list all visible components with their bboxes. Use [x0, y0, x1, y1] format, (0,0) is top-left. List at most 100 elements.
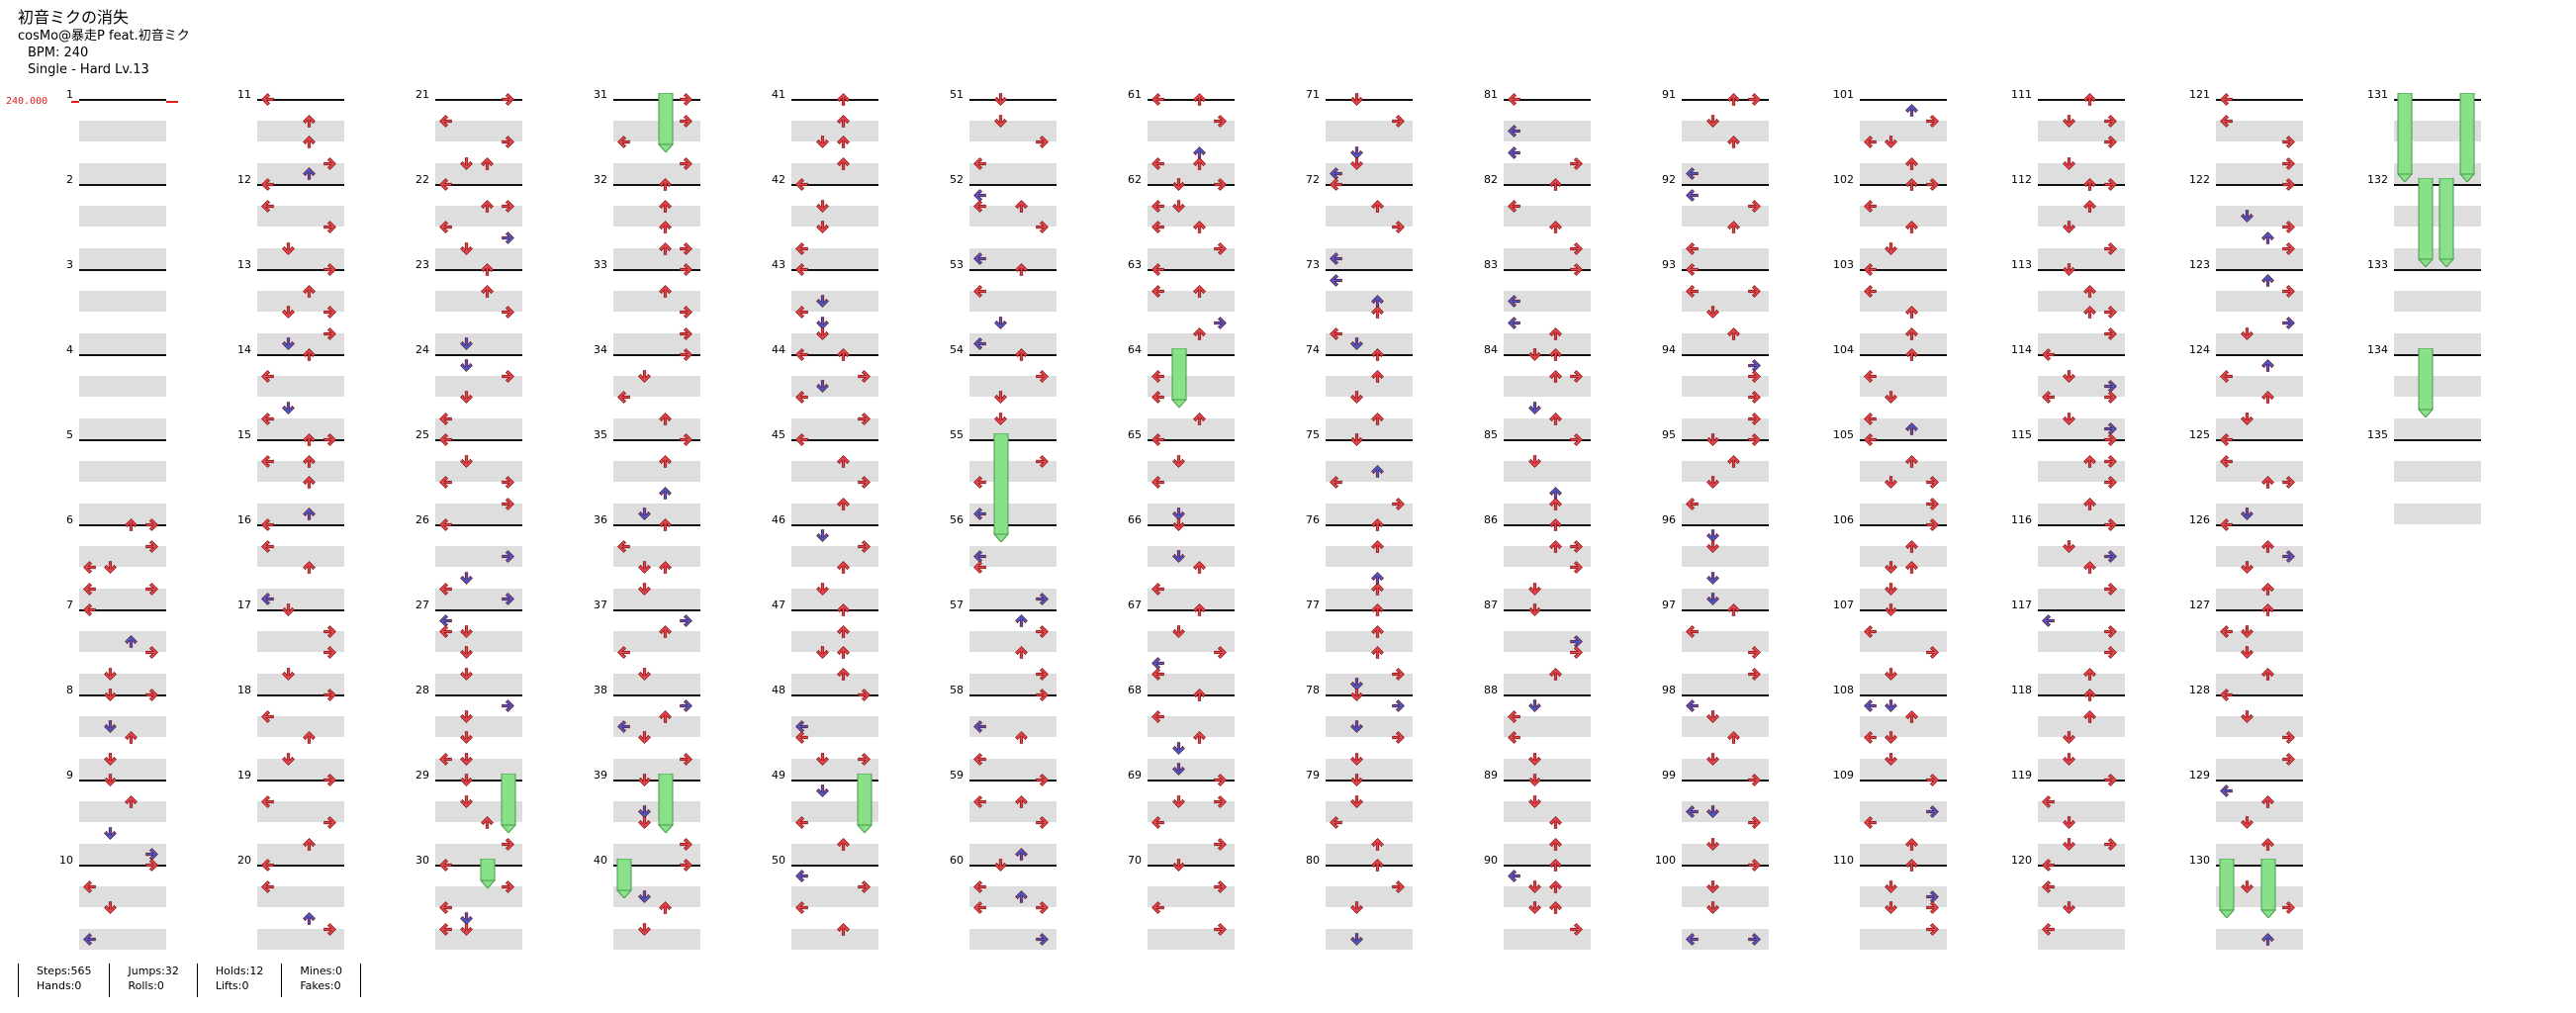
up-arrow-icon	[1903, 304, 1920, 321]
measure-line	[791, 524, 878, 526]
beat-row	[1326, 205, 1413, 227]
song-bpm: BPM: 240	[28, 46, 89, 60]
right-arrow-icon	[1390, 697, 1407, 714]
beat-row	[2216, 843, 2303, 865]
left-arrow-icon	[971, 198, 988, 215]
beat-row	[969, 269, 1057, 291]
down-arrow-icon	[458, 666, 475, 683]
measure-line	[257, 184, 344, 186]
beat-row	[1504, 715, 1591, 737]
right-arrow-icon	[1390, 219, 1407, 235]
right-arrow-icon	[678, 857, 694, 874]
right-arrow-icon	[1034, 814, 1051, 831]
up-arrow-icon	[1369, 538, 1386, 555]
up-arrow-icon	[657, 559, 674, 576]
beat-row	[791, 609, 878, 631]
measure-number: 31	[594, 88, 607, 101]
beat-row	[1326, 758, 1413, 780]
beat-row	[969, 524, 1057, 546]
beat-row	[2216, 567, 2303, 589]
beat-row	[1148, 737, 1235, 759]
left-arrow-icon	[2218, 516, 2235, 533]
measure-number: 100	[1655, 854, 1676, 867]
up-arrow-icon	[479, 283, 496, 300]
left-arrow-icon	[971, 718, 988, 735]
beat-row	[2216, 822, 2303, 844]
up-arrow-icon	[301, 113, 318, 130]
beat-row	[613, 652, 700, 674]
right-arrow-icon	[678, 612, 694, 629]
beat-row	[1326, 332, 1413, 354]
measure-line	[791, 694, 878, 696]
beat-row	[2216, 588, 2303, 609]
right-arrow-icon	[143, 687, 160, 703]
down-arrow-icon	[458, 910, 475, 927]
measure-number: 61	[1128, 88, 1142, 101]
measure-number: 29	[415, 769, 429, 782]
measure-number: 124	[2189, 343, 2210, 356]
beat-row	[79, 652, 166, 674]
left-arrow-icon	[971, 559, 988, 576]
measure-number: 45	[772, 428, 785, 441]
beat-row	[1326, 482, 1413, 504]
beat-row	[2394, 417, 2481, 439]
up-arrow-icon	[1369, 836, 1386, 853]
measure-number: 62	[1128, 173, 1142, 186]
measure-line	[613, 780, 700, 782]
right-arrow-icon	[856, 411, 873, 427]
right-arrow-icon	[2102, 176, 2119, 193]
beat-row	[435, 439, 522, 461]
beat-row	[1860, 652, 1947, 674]
measure-number: 117	[2011, 599, 2032, 611]
down-arrow-icon	[280, 400, 297, 416]
stat-hands: Hands:0	[37, 979, 82, 992]
beat-row	[435, 715, 522, 737]
beat-row	[2394, 290, 2481, 312]
measure-number: 90	[1484, 854, 1498, 867]
measure-number: 78	[1306, 684, 1320, 696]
measure-number: 36	[594, 513, 607, 526]
stats-group-mines: Mines:0 Fakes:0	[281, 964, 362, 997]
beat-row	[969, 482, 1057, 504]
beat-row	[969, 99, 1057, 121]
measure-line	[257, 439, 344, 441]
right-arrow-icon	[1924, 803, 1941, 820]
beat-row	[1682, 99, 1769, 121]
beat-row	[2216, 885, 2303, 907]
right-arrow-icon	[2102, 420, 2119, 437]
up-arrow-icon	[835, 91, 852, 108]
beat-row	[791, 227, 878, 248]
right-arrow-icon	[856, 538, 873, 555]
up-arrow-icon	[1013, 846, 1030, 863]
beat-row	[1326, 354, 1413, 376]
measure-line	[1504, 439, 1591, 441]
down-arrow-icon	[1526, 697, 1543, 714]
beat-row	[2038, 269, 2125, 291]
beat-row	[2038, 482, 2125, 504]
beat-row	[79, 439, 166, 461]
beat-row	[435, 162, 522, 184]
beat-row	[969, 780, 1057, 801]
measure-number: 11	[237, 88, 251, 101]
right-arrow-icon	[1924, 516, 1941, 533]
beat-row	[435, 354, 522, 376]
down-arrow-icon	[814, 751, 831, 768]
measure-line	[435, 99, 522, 101]
beat-row	[2394, 184, 2481, 206]
left-arrow-icon	[1506, 293, 1522, 310]
measure-number: 15	[237, 428, 251, 441]
beat-row	[1148, 227, 1235, 248]
beat-row	[613, 567, 700, 589]
beat-row	[1860, 673, 1947, 694]
beat-row	[1148, 865, 1235, 886]
beat-row	[435, 865, 522, 886]
beat-row	[1326, 715, 1413, 737]
up-arrow-icon	[657, 219, 674, 235]
down-arrow-icon	[1170, 623, 1187, 640]
beat-row	[2038, 885, 2125, 907]
beat-row	[613, 99, 700, 121]
beat-row	[1326, 630, 1413, 652]
left-arrow-icon	[1862, 623, 1879, 640]
beat-row	[79, 375, 166, 397]
down-arrow-icon	[1704, 113, 1721, 130]
